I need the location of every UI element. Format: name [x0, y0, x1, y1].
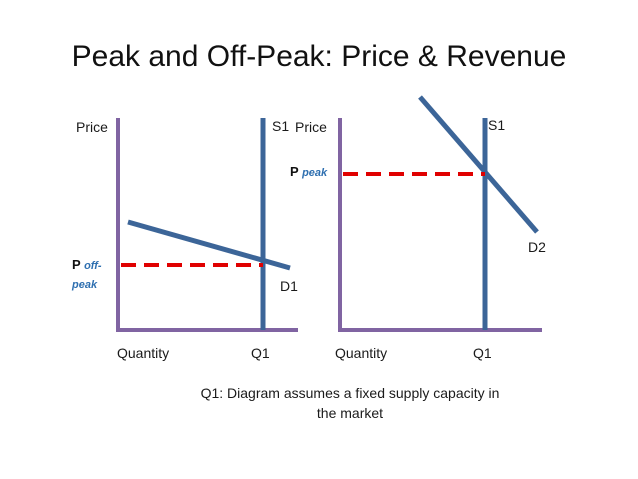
left-price-label: P off- peak — [72, 256, 102, 294]
left-price-axis-label: Price — [76, 119, 108, 135]
right-demand-label: D2 — [528, 239, 546, 255]
left-price-sub-2: peak — [72, 279, 98, 291]
supply-assumption-note: Q1: Diagram assumes a fixed supply capac… — [200, 385, 500, 421]
left-quantity-axis-label: Quantity — [117, 345, 170, 361]
left-axes — [116, 118, 298, 332]
left-demand-curve — [127, 219, 291, 271]
right-axes — [338, 118, 542, 332]
left-supply-label: S1 — [272, 118, 290, 134]
right-demand-curve — [418, 95, 539, 234]
right-price-label: P peak — [290, 163, 327, 182]
left-q1-label: Q1 — [251, 345, 270, 361]
right-price-axis-label: Price — [295, 119, 327, 135]
left-demand-label: D1 — [280, 278, 298, 294]
left-price-sub-1: off- — [84, 260, 102, 272]
right-supply-label: S1 — [488, 117, 506, 133]
slide-title: Peak and Off-Peak: Price & Revenue — [71, 40, 567, 73]
left-price-main: P — [72, 257, 81, 272]
right-q1-label: Q1 — [473, 345, 492, 361]
right-price-sub: peak — [302, 167, 328, 179]
right-quantity-axis-label: Quantity — [335, 345, 388, 361]
right-price-main: P — [290, 164, 299, 179]
